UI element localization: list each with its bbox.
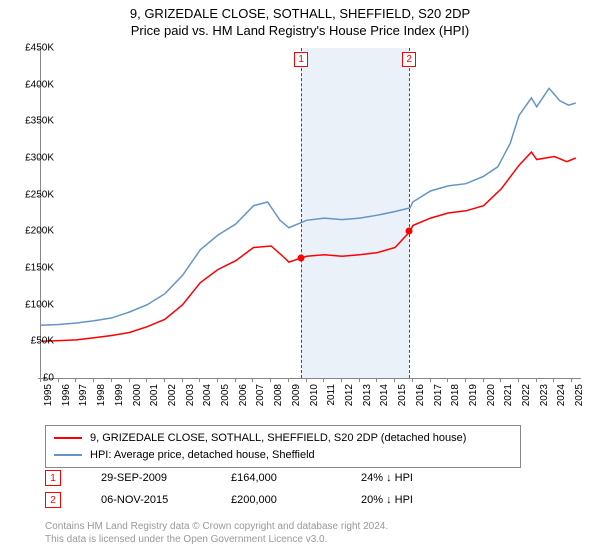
footer-line-2: This data is licensed under the Open Gov… <box>45 533 388 546</box>
event-date: 29-SEP-2009 <box>101 472 191 484</box>
x-axis-label: 2003 <box>185 384 196 406</box>
x-axis-label: 2024 <box>556 384 567 406</box>
x-axis-label: 2018 <box>450 384 461 406</box>
events-table: 1 29-SEP-2009 £164,000 24% ↓ HPI 2 06-NO… <box>45 470 451 514</box>
legend: 9, GRIZEDALE CLOSE, SOTHALL, SHEFFIELD, … <box>45 425 521 468</box>
chart-series-line <box>41 88 576 325</box>
legend-swatch-property <box>54 437 82 439</box>
x-axis-label: 2022 <box>521 384 532 406</box>
x-axis-label: 2023 <box>539 384 550 406</box>
x-axis-label: 2007 <box>255 384 266 406</box>
chart-plot-area <box>40 48 581 379</box>
x-axis-label: 2005 <box>220 384 231 406</box>
x-axis-label: 2002 <box>167 384 178 406</box>
legend-label-hpi: HPI: Average price, detached house, Shef… <box>90 449 315 461</box>
x-axis-label: 2017 <box>433 384 444 406</box>
x-axis-label: 1999 <box>114 384 125 406</box>
legend-item-hpi: HPI: Average price, detached house, Shef… <box>54 447 512 464</box>
event-row: 2 06-NOV-2015 £200,000 20% ↓ HPI <box>45 492 451 508</box>
x-axis-label: 2008 <box>273 384 284 406</box>
x-axis-label: 2014 <box>379 384 390 406</box>
x-axis-label: 2013 <box>362 384 373 406</box>
chart-subtitle: Price paid vs. HM Land Registry's House … <box>0 23 600 40</box>
x-axis-label: 1998 <box>96 384 107 406</box>
event-delta: 20% ↓ HPI <box>361 494 451 506</box>
legend-swatch-hpi <box>54 454 82 456</box>
event-marker-1: 1 <box>45 470 61 486</box>
event-delta: 24% ↓ HPI <box>361 472 451 484</box>
x-axis-label: 2009 <box>291 384 302 406</box>
sale-point-dot <box>298 254 305 261</box>
footer-attribution: Contains HM Land Registry data © Crown c… <box>45 520 388 546</box>
x-axis-label: 1995 <box>43 384 54 406</box>
x-axis-label: 1996 <box>61 384 72 406</box>
x-axis-label: 2025 <box>574 384 585 406</box>
event-price: £200,000 <box>231 494 321 506</box>
sale-point-dot <box>406 228 413 235</box>
y-axis-label: £0 <box>43 373 54 384</box>
footer-line-1: Contains HM Land Registry data © Crown c… <box>45 520 388 533</box>
x-axis-label: 2004 <box>202 384 213 406</box>
x-axis-label: 2019 <box>468 384 479 406</box>
y-axis-label: £50K <box>31 336 54 347</box>
event-date: 06-NOV-2015 <box>101 494 191 506</box>
x-axis-label: 2015 <box>397 384 408 406</box>
x-axis-label: 2016 <box>415 384 426 406</box>
x-axis-label: 2011 <box>326 384 337 406</box>
chart-title: 9, GRIZEDALE CLOSE, SOTHALL, SHEFFIELD, … <box>0 6 600 23</box>
chart-series-line <box>41 152 576 341</box>
x-axis-label: 2021 <box>503 384 514 406</box>
event-price: £164,000 <box>231 472 321 484</box>
x-axis-label: 2006 <box>238 384 249 406</box>
event-marker-2: 2 <box>45 492 61 508</box>
event-row: 1 29-SEP-2009 £164,000 24% ↓ HPI <box>45 470 451 486</box>
x-axis-label: 2000 <box>132 384 143 406</box>
x-axis-label: 2020 <box>486 384 497 406</box>
x-axis-label: 1997 <box>78 384 89 406</box>
x-axis-label: 2001 <box>149 384 160 406</box>
legend-label-property: 9, GRIZEDALE CLOSE, SOTHALL, SHEFFIELD, … <box>90 432 466 444</box>
x-axis-label: 2010 <box>309 384 320 406</box>
legend-item-property: 9, GRIZEDALE CLOSE, SOTHALL, SHEFFIELD, … <box>54 430 512 447</box>
x-axis-label: 2012 <box>344 384 355 406</box>
